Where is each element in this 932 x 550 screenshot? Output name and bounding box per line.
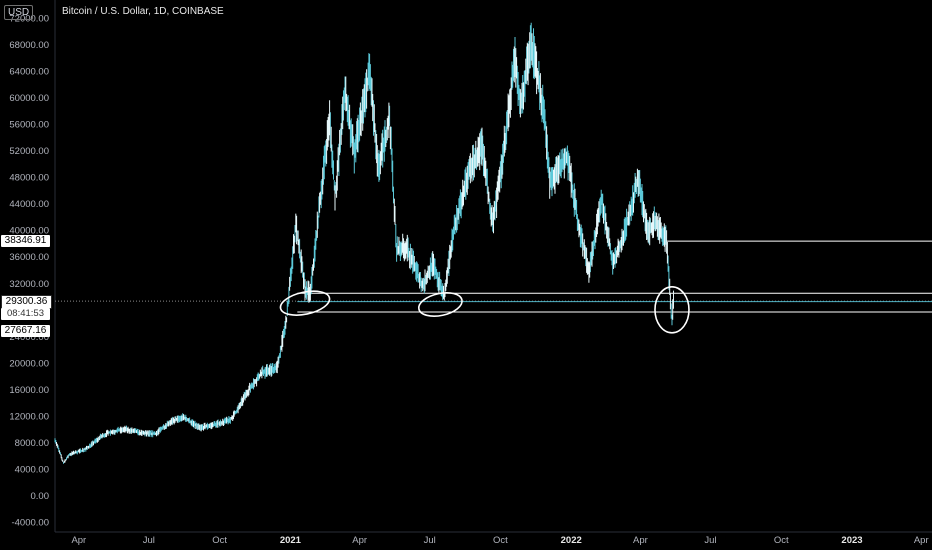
y-axis: 72000.0068000.0064000.0060000.0056000.00… <box>9 0 56 532</box>
candle-wicks-light <box>56 32 674 463</box>
price-series <box>54 22 674 464</box>
y-tick-label: -4000.00 <box>11 518 49 529</box>
x-axis: Apr Jul Oct 2021 Apr Jul Oct 2022 Apr Jul Oct 2023 A… <box>55 531 932 546</box>
level-lines <box>55 240 932 313</box>
y-tick-label: 68000.00 <box>9 40 49 51</box>
x-tick-label: Oct <box>774 535 789 546</box>
y-tick-label: 56000.00 <box>9 120 49 131</box>
y-tick-label: 8000.00 <box>15 438 49 449</box>
y-tick-label: 12000.00 <box>9 411 49 422</box>
y-tick-label: 64000.00 <box>9 67 49 78</box>
y-tick-label: 20000.00 <box>9 358 49 369</box>
x-tick-label: Oct <box>212 535 227 546</box>
x-tick-label: Apr <box>352 535 367 546</box>
y-tick-label: 44000.00 <box>9 199 49 210</box>
annotation-circle <box>654 285 690 334</box>
x-tick-label: 2021 <box>280 535 302 546</box>
bar-countdown-badge: 08:41:53 <box>1 308 50 321</box>
x-tick-label: 2023 <box>841 535 862 546</box>
currency-selector[interactable]: USD <box>4 5 34 20</box>
y-tick-label: 52000.00 <box>9 146 49 157</box>
x-tick-label: Apr <box>71 535 86 546</box>
level-price-badge-low: 27667.16 <box>1 324 50 337</box>
y-tick-label: 4000.00 <box>15 464 49 475</box>
y-tick-label: 16000.00 <box>9 385 49 396</box>
y-tick-label: 24000.00 <box>9 332 49 343</box>
x-tick-label: Jul <box>704 535 716 546</box>
chart-title: Bitcoin / U.S. Dollar, 1D, COINBASE <box>62 6 224 17</box>
candle-wicks <box>54 22 673 464</box>
y-tick-label: 0.00 <box>31 491 50 502</box>
y-tick-label: 32000.00 <box>9 279 49 290</box>
x-tick-label: Oct <box>493 535 508 546</box>
x-tick-label: Apr <box>633 535 648 546</box>
x-tick-label: Apr <box>914 535 929 546</box>
y-tick-label: 48000.00 <box>9 173 49 184</box>
x-tick-label: 2022 <box>561 535 582 546</box>
annotation-circle <box>417 291 463 317</box>
x-tick-label: Jul <box>143 535 155 546</box>
x-tick-label: Jul <box>424 535 436 546</box>
last-price-badge: 29300.36 <box>1 295 52 310</box>
hand-drawn-circles <box>279 285 690 334</box>
y-tick-label: 40000.00 <box>9 226 49 237</box>
annotation-circle <box>279 290 331 316</box>
y-tick-label: 36000.00 <box>9 252 49 263</box>
level-price-badge-high: 38346.91 <box>1 235 50 248</box>
y-tick-label: 60000.00 <box>9 93 49 104</box>
